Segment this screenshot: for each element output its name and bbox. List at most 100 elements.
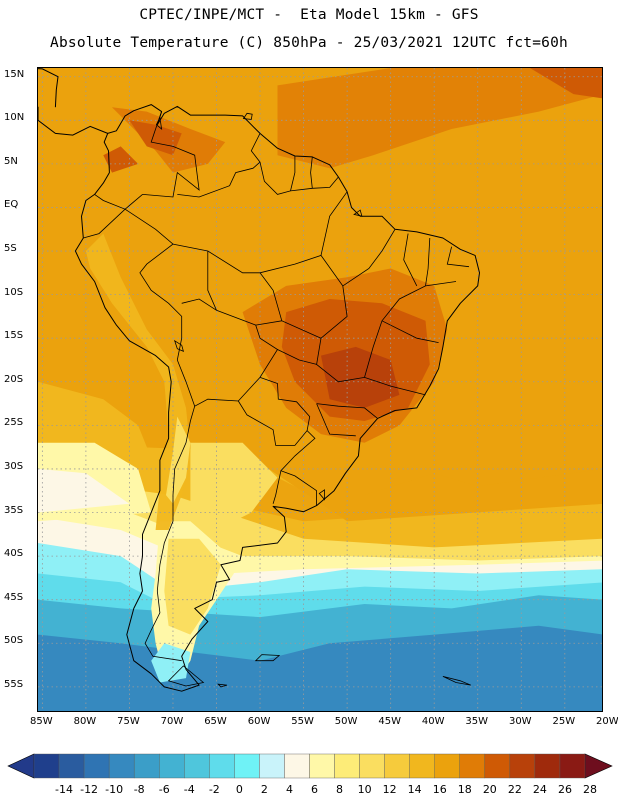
map-panel[interactable] xyxy=(37,67,603,712)
colorbar-swatch xyxy=(309,753,335,779)
lat-tick-label: 5S xyxy=(4,243,17,255)
political-border xyxy=(124,208,183,361)
colorbar-swatch xyxy=(58,753,85,779)
lat-tick-label: 15S xyxy=(4,330,24,342)
lon-tick-label: 40W xyxy=(421,716,445,727)
colorbar-swatch xyxy=(359,753,385,779)
colorbar-tick-label: 12 xyxy=(382,783,397,796)
geography xyxy=(38,68,480,692)
lon-tick-label: 25W xyxy=(552,716,576,727)
lat-tick-label: 40S xyxy=(4,548,24,560)
lon-tick-label: 50W xyxy=(334,716,358,727)
political-border xyxy=(316,403,356,437)
lat-tick-label: 15N xyxy=(4,68,25,80)
colorbar-swatch xyxy=(384,753,410,779)
lon-tick-label: 70W xyxy=(160,716,184,727)
island-outline xyxy=(442,676,471,686)
colorbar-swatch xyxy=(184,753,210,779)
political-border xyxy=(381,320,439,343)
colorbar-tick-label: -14 xyxy=(55,783,74,796)
colorbar-swatch xyxy=(434,753,460,779)
colorbar-swatch xyxy=(234,753,260,779)
colorbar-swatch xyxy=(83,753,110,779)
central-america-coastline-north xyxy=(38,68,59,108)
political-border xyxy=(172,191,348,274)
central-america-coastline xyxy=(38,106,108,136)
political-border xyxy=(290,156,296,191)
colorbar-swatch xyxy=(409,753,435,779)
temperature-map xyxy=(38,68,602,711)
political-border xyxy=(342,229,396,287)
island-outline xyxy=(254,654,281,662)
lat-tick-label: 55S xyxy=(4,678,24,690)
colorbar-tick-label: 6 xyxy=(311,783,318,796)
political-border xyxy=(403,233,418,287)
political-border xyxy=(94,194,143,210)
lon-tick-label: 85W xyxy=(30,716,53,727)
island-outline xyxy=(242,112,253,120)
colorbar-tick-label: 26 xyxy=(557,783,572,796)
lon-tick-label: 80W xyxy=(73,716,97,727)
political-border xyxy=(176,298,279,407)
colorbar-high-arrow xyxy=(584,753,613,779)
colorbar-tick-label: 2 xyxy=(260,783,268,796)
colorbar-tick-label: 8 xyxy=(336,783,344,796)
lat-tick-label: 20S xyxy=(4,373,24,385)
south-america-coastline xyxy=(74,104,480,692)
island-outline xyxy=(217,683,228,688)
lon-tick-label: 20W xyxy=(596,716,618,727)
colorbar-swatch xyxy=(459,753,486,779)
colorbar-swatch xyxy=(159,753,185,779)
colorbar-tick-label: 18 xyxy=(457,783,472,796)
colorbar-tick-label: 20 xyxy=(482,783,497,796)
colorbar-swatch xyxy=(334,753,360,779)
lon-tick-label: 65W xyxy=(204,716,227,727)
lon-tick-label: 75W xyxy=(117,716,140,727)
political-border xyxy=(144,406,196,662)
colorbar-swatch xyxy=(534,753,561,779)
colorbar-swatch xyxy=(484,753,511,779)
island-outline xyxy=(353,209,363,217)
colorbar-low-arrow xyxy=(7,753,35,779)
lat-tick-label: EQ xyxy=(4,199,19,211)
band-ocean-deep xyxy=(38,625,602,711)
colorbar-tick-label: -12 xyxy=(80,783,99,796)
political-border xyxy=(142,111,200,198)
political-border xyxy=(277,349,317,365)
lon-tick-label: 60W xyxy=(247,716,271,727)
political-border xyxy=(177,133,261,198)
colorbar-swatch xyxy=(284,753,310,779)
atlantic-warm-tongue xyxy=(225,468,602,522)
colorbar-tick-label: 28 xyxy=(583,783,597,796)
colorbar-swatch xyxy=(209,753,235,779)
colorbar-tick-label: -6 xyxy=(158,783,170,796)
patagonia-warmer xyxy=(164,538,221,635)
colorbar-swatch xyxy=(33,753,60,779)
political-border xyxy=(446,246,470,268)
lat-tick-label: 45S xyxy=(4,591,24,603)
colorbar-tick-label: -2 xyxy=(208,783,220,796)
caribbean-atlantic-warm xyxy=(277,68,602,169)
colorbar xyxy=(7,753,613,779)
political-border xyxy=(207,251,217,311)
colorbar-tick-label: 4 xyxy=(285,783,293,796)
political-border xyxy=(364,281,457,378)
chart-title-line-2: Absolute Temperature (C) 850hPa - 25/03/… xyxy=(50,35,568,51)
colorbar-tick-label: 24 xyxy=(532,783,547,796)
lake-outline xyxy=(318,489,325,501)
colorbar-tick-label: -10 xyxy=(105,783,124,796)
political-border xyxy=(83,208,126,239)
colorbar-swatch xyxy=(509,753,536,779)
colorbar-tick-label: 22 xyxy=(507,783,522,796)
colorbar-tick-label: -8 xyxy=(133,783,145,796)
colorbar-swatch xyxy=(133,753,160,779)
colorbar-swatch xyxy=(108,753,135,779)
tierra-del-fuego-cold xyxy=(151,643,191,683)
colorbar-tick-label: 10 xyxy=(357,783,372,796)
lat-tick-label: 10N xyxy=(4,112,25,124)
colorbar-tick-label: -4 xyxy=(183,783,195,796)
lat-tick-label: 10S xyxy=(4,286,24,298)
island-outline xyxy=(167,665,205,687)
lat-tick-label: 5N xyxy=(4,155,18,167)
lon-tick-label: 30W xyxy=(508,716,532,727)
